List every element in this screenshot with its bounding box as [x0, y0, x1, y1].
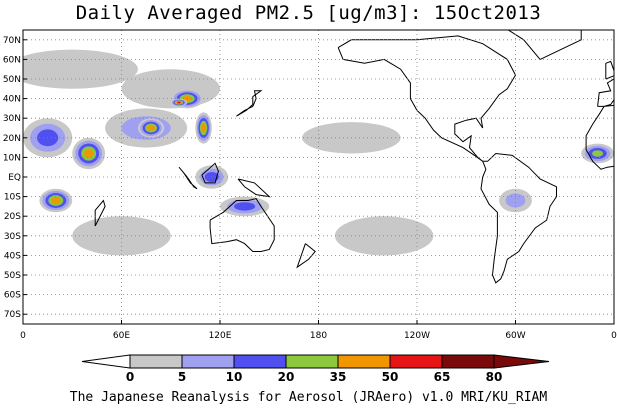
legend-swatch-1: [181, 354, 235, 369]
pm25-contour-7-5: [147, 125, 155, 131]
pm25-contour-15-1: [334, 216, 434, 256]
map-title: Daily Averaged PM2.5 [ug/m3]: 15Oct2013: [75, 2, 542, 24]
coastline-7: [237, 178, 271, 198]
legend-label-2: 10: [226, 370, 243, 384]
legend-label-1: 5: [178, 370, 186, 384]
legend-swatch-0: [129, 354, 183, 369]
coastline-9: [605, 60, 614, 80]
lat-tick-label-4: 30N: [3, 114, 21, 124]
coastline-11: [296, 243, 316, 269]
lat-tick-label-9: 20S: [4, 212, 21, 222]
lon-tick-label-6: 0: [611, 331, 617, 341]
coastline-1: [480, 152, 557, 284]
lon-tick-label-1: 60E: [113, 331, 130, 341]
legend-label-4: 35: [330, 370, 347, 384]
lon-tick-label-5: 60W: [505, 331, 525, 341]
latitude-labels: 70N 60N 50N 40N 30N 20N 10N EQ 10S 20S 30S 40S 50S 60…: [3, 36, 27, 320]
lat-tick-label-13: 60S: [4, 291, 21, 301]
pm25-contour-10-3: [234, 202, 256, 211]
legend-label-5: 50: [382, 370, 399, 384]
lat-tick-label-14: 70S: [4, 310, 21, 320]
lat-tick-label-6: 10N: [3, 153, 21, 163]
pm25-contour-9-5: [51, 197, 61, 204]
legend-swatch-below: [81, 354, 131, 369]
legend-swatch-6: [441, 354, 495, 369]
pm25-contour-12-2: [505, 193, 526, 208]
color-legend: 0 5 10 20 35 50 65 80: [81, 354, 550, 384]
lat-tick-label-1: 60N: [3, 55, 21, 65]
lon-tick-label-3: 180: [310, 331, 327, 341]
lat-tick-label-8: 10S: [4, 193, 21, 203]
lat-tick-label-3: 40N: [3, 95, 21, 105]
legend-label-6: 65: [434, 370, 451, 384]
lat-tick-label-2: 50N: [3, 75, 21, 85]
legend-swatch-above: [493, 354, 550, 369]
lat-tick-label-5: 20N: [3, 134, 21, 144]
lat-tick-label-0: 70N: [3, 36, 21, 46]
pm25-contour-0-1: [23, 49, 138, 89]
pm25-contour-16-1: [72, 216, 171, 256]
legend-swatch-4: [337, 354, 391, 369]
lat-tick-label-12: 50S: [4, 271, 21, 281]
lon-tick-label-4: 120W: [404, 331, 430, 341]
graticule-layer: [23, 30, 614, 324]
legend-label-3: 20: [278, 370, 295, 384]
footer-caption: The Japanese Reanalysis for Aerosol (JRA…: [69, 390, 548, 405]
longitude-labels: 0 60E 120E 180 120W 60W 0: [20, 320, 617, 341]
pm25-contour-14-4: [592, 150, 604, 157]
legend-label-0: 0: [126, 370, 134, 384]
lon-tick-label-2: 120E: [209, 331, 232, 341]
pm25-contour-4-6: [177, 101, 181, 104]
lat-tick-label-11: 40S: [4, 251, 21, 261]
pm25-contour-6-5: [84, 149, 94, 158]
coastline-10: [94, 199, 106, 227]
lon-tick-label-0: 0: [20, 331, 26, 341]
legend-swatch-3: [285, 354, 339, 369]
legend-label-7: 80: [486, 370, 503, 384]
pm25-contour-8-5: [201, 123, 206, 133]
lat-tick-label-7: EQ: [8, 173, 21, 183]
coastline-4: [209, 198, 275, 252]
coastline-0: [337, 35, 517, 162]
coastline-8: [236, 90, 263, 117]
lat-tick-label-10: 30S: [4, 232, 21, 242]
legend-swatch-2: [233, 354, 287, 369]
coastline-6: [201, 162, 219, 184]
legend-swatch-5: [389, 354, 443, 369]
